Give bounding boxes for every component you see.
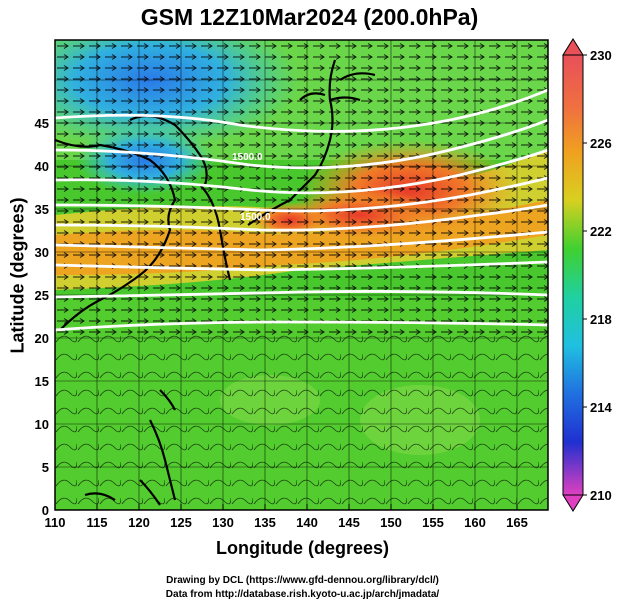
x-tick-label: 110 [45,515,66,530]
contour-label: 1500.0 [240,212,271,223]
x-tick-label: 145 [338,515,360,530]
x-tick-label: 165 [506,515,528,530]
credit-drawing: Drawing by DCL (https://www.gfd-dennou.o… [166,575,439,586]
wind-vectors [55,40,548,510]
y-tick-label: 40 [35,159,49,174]
y-tick-label: 15 [35,374,49,389]
y-tick-label: 30 [35,245,49,260]
colorbar-tick-label: 218 [590,312,612,327]
colorbar-tick-label: 222 [590,224,612,239]
x-tick-label: 130 [212,515,234,530]
y-tick-label: 5 [42,460,49,475]
x-tick-label: 150 [380,515,402,530]
y-tick-label: 45 [35,116,49,131]
x-axis-label: Longitude (degrees) [215,538,389,558]
y-tick-labels: 0 5 10 15 20 25 30 35 40 45 [35,116,49,518]
colorbar-tick-label: 214 [590,400,612,415]
credit-data: Data from http://database.rish.kyoto-u.a… [165,589,440,600]
colorbar: 230 226 222 218 214 210 [562,38,612,512]
x-tick-label: 155 [422,515,444,530]
y-axis-label: Latitude (degrees) [7,197,28,354]
y-tick-label: 25 [35,288,49,303]
height-contours [55,88,548,332]
colorbar-tick-label: 230 [590,48,612,63]
x-tick-label: 120 [128,515,150,530]
colorbar-tick-label: 210 [590,488,612,503]
x-tick-label: 115 [87,515,108,530]
map-title: GSM 12Z10Mar2024 (200.0hPa) [140,4,479,30]
colorbar-tick-label: 226 [590,136,612,151]
x-tick-label: 125 [170,515,192,530]
x-tick-marks [54,504,518,510]
contour-label: 1500.0 [232,152,263,163]
x-tick-label: 140 [296,515,318,530]
y-tick-label: 10 [35,417,49,432]
contour-labels: 1500.0 1500.0 [232,152,271,223]
y-tick-label: 35 [35,202,49,217]
y-tick-label: 20 [35,331,49,346]
x-tick-label: 160 [464,515,486,530]
plot-frame [54,39,549,511]
y-tick-label: 0 [42,503,49,518]
x-tick-labels: 110 115 120 125 130 135 140 145 150 155 … [45,515,528,530]
x-tick-label: 135 [254,515,276,530]
